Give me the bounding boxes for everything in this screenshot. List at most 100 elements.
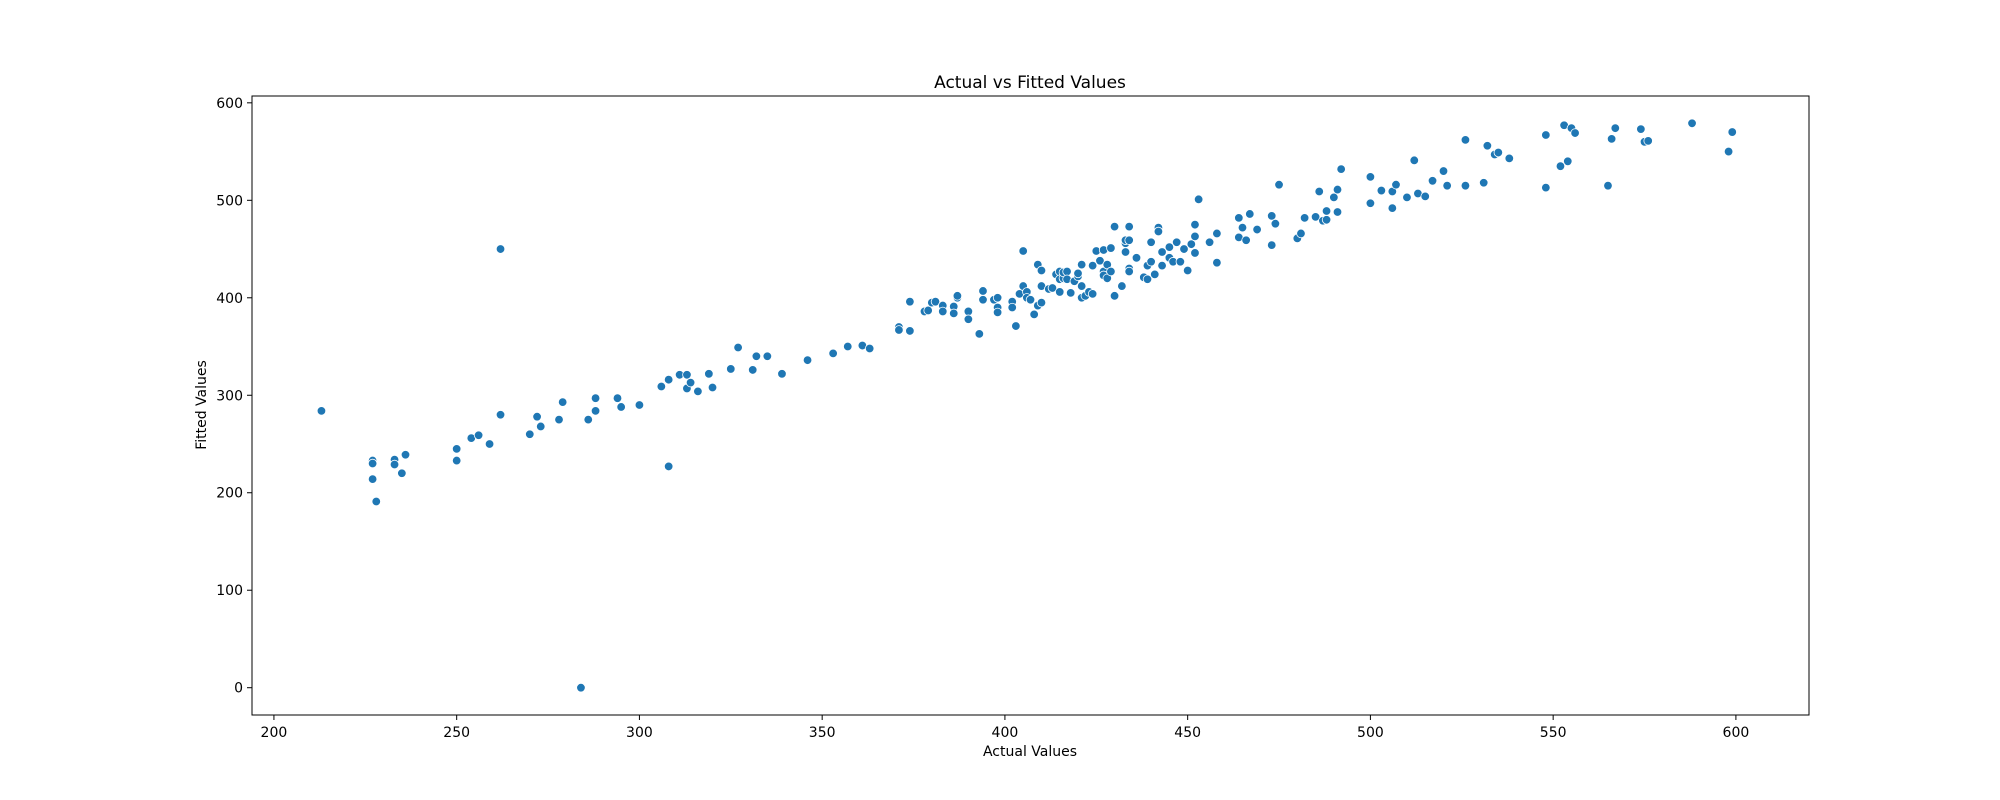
x-tick-label: 500 <box>1357 725 1384 741</box>
data-point <box>484 439 495 449</box>
data-point <box>1365 198 1376 208</box>
data-point <box>1603 180 1613 191</box>
data-point <box>371 496 381 507</box>
data-point <box>1171 237 1182 247</box>
data-point <box>616 402 626 412</box>
data-point <box>1332 184 1343 195</box>
data-point <box>1387 203 1398 213</box>
data-point <box>1332 207 1343 217</box>
data-point <box>1157 247 1167 257</box>
data-point <box>802 355 813 365</box>
data-point <box>1541 130 1551 140</box>
y-tick-label: 0 <box>234 681 243 697</box>
data-point <box>495 410 506 420</box>
data-point <box>1095 256 1105 266</box>
data-point <box>748 365 758 375</box>
y-axis-ticks: 0 100 200 300 400 500 600 <box>216 96 252 697</box>
data-point <box>682 370 692 380</box>
data-point <box>634 400 645 410</box>
data-point <box>367 474 378 484</box>
data-point <box>1438 166 1449 176</box>
data-point <box>1029 309 1039 320</box>
y-tick-label: 100 <box>216 583 243 599</box>
data-point <box>1124 266 1134 277</box>
data-point <box>367 458 378 469</box>
data-point <box>576 683 586 693</box>
data-point <box>1120 247 1131 257</box>
y-tick-label: 600 <box>216 96 243 112</box>
data-point <box>1460 180 1471 191</box>
data-point <box>1204 237 1215 247</box>
data-point <box>1402 192 1412 203</box>
x-tick-label: 300 <box>626 725 653 741</box>
data-point <box>557 397 568 407</box>
data-point <box>693 386 703 397</box>
data-point <box>1076 281 1087 291</box>
data-point <box>532 412 542 422</box>
data-point <box>1087 289 1098 299</box>
data-point <box>1106 243 1116 253</box>
data-point <box>612 393 623 403</box>
data-point <box>1190 219 1200 230</box>
data-point <box>894 325 904 335</box>
x-tick-label: 350 <box>809 725 836 741</box>
data-point <box>1062 266 1072 277</box>
data-point <box>1723 146 1734 157</box>
data-point <box>525 429 535 439</box>
data-point <box>1274 180 1284 190</box>
data-points <box>316 118 1737 693</box>
data-point <box>923 305 933 316</box>
data-point <box>1131 253 1142 263</box>
data-point <box>1146 237 1156 247</box>
data-point <box>1687 118 1697 128</box>
data-point <box>952 291 963 301</box>
data-point <box>974 329 985 339</box>
x-axis-label: Actual Values <box>983 744 1077 760</box>
data-point <box>1036 297 1047 308</box>
data-point <box>1047 283 1058 293</box>
data-point <box>685 377 696 388</box>
data-point <box>1124 235 1134 245</box>
data-point <box>1018 246 1028 256</box>
data-point <box>1142 274 1153 284</box>
data-point <box>1007 302 1017 313</box>
data-point <box>1541 182 1551 193</box>
data-point <box>762 351 773 361</box>
data-point <box>777 369 787 379</box>
data-point <box>1321 215 1332 225</box>
data-point <box>1409 155 1419 166</box>
data-point <box>905 296 915 307</box>
data-point <box>1479 178 1489 188</box>
data-point <box>1234 213 1244 223</box>
data-point <box>992 293 1003 303</box>
y-tick-label: 200 <box>216 486 243 502</box>
data-point <box>663 374 674 385</box>
data-point <box>1252 224 1262 235</box>
data-point <box>389 459 400 470</box>
data-point <box>1321 206 1332 216</box>
data-point <box>726 364 736 374</box>
data-point <box>1336 164 1346 174</box>
data-point <box>1563 156 1573 167</box>
data-point <box>1193 194 1204 205</box>
data-point <box>590 406 601 416</box>
data-point <box>1420 191 1430 202</box>
data-point <box>495 244 506 254</box>
x-tick-label: 550 <box>1540 725 1567 741</box>
data-point <box>1482 141 1493 151</box>
data-point <box>1146 257 1156 267</box>
data-point <box>1329 192 1339 203</box>
data-point <box>1504 153 1514 164</box>
x-tick-label: 400 <box>992 725 1019 741</box>
data-point <box>949 308 959 319</box>
data-point <box>1442 180 1452 191</box>
data-point <box>1157 260 1167 271</box>
data-point <box>733 342 743 353</box>
y-tick-label: 300 <box>216 388 243 404</box>
data-point <box>1365 172 1376 182</box>
data-point <box>1175 257 1186 267</box>
data-point <box>1117 281 1127 291</box>
data-point <box>656 381 667 392</box>
